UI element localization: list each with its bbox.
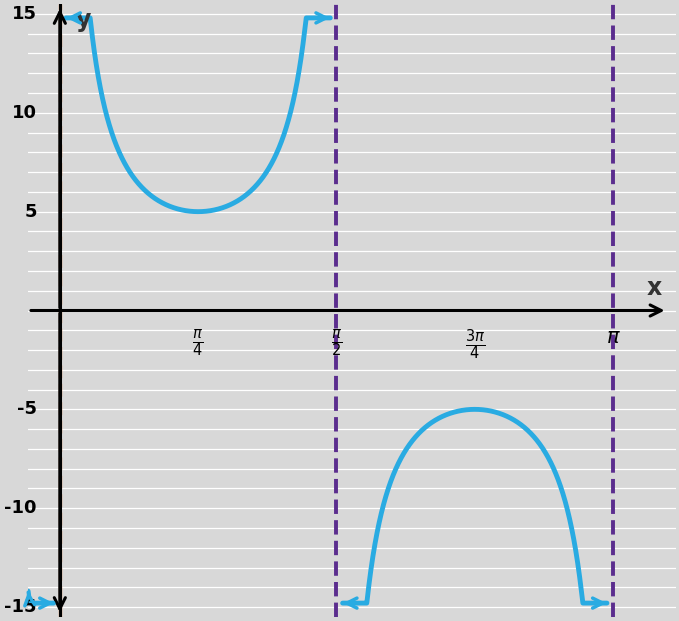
Text: 5: 5 [24,202,37,220]
Text: y: y [75,8,91,32]
Text: -5: -5 [17,401,37,419]
Text: 10: 10 [12,104,37,122]
Text: -15: -15 [5,598,37,616]
Text: x: x [647,276,662,299]
Text: -10: -10 [5,499,37,517]
Text: $\pi$: $\pi$ [606,327,621,347]
Text: $\frac{3\pi}{4}$: $\frac{3\pi}{4}$ [464,327,485,362]
Text: $\frac{\pi}{4}$: $\frac{\pi}{4}$ [193,327,204,358]
Text: $\frac{\pi}{2}$: $\frac{\pi}{2}$ [331,327,342,358]
Text: 15: 15 [12,5,37,23]
